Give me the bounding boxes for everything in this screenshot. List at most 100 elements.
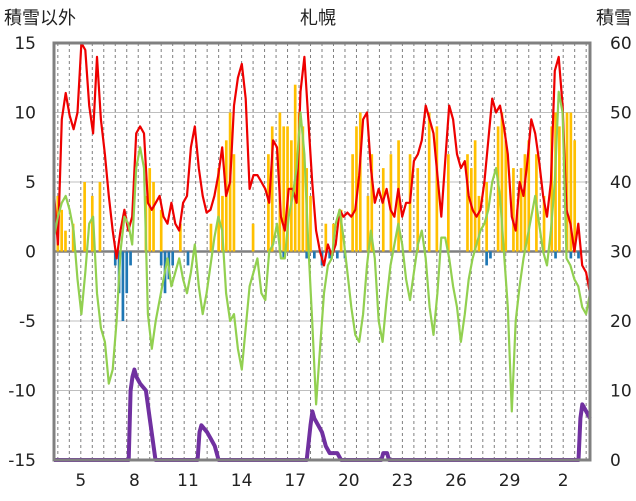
snowfall-bar — [64, 230, 67, 252]
series-line-snow_depth — [54, 367, 592, 462]
snowfall-bar — [209, 223, 213, 252]
y-left-tick-labels: 15 10 5 0 -5 -10 -15 — [8, 34, 36, 471]
series-line-temp_max — [52, 41, 592, 294]
snowfall-bar — [179, 223, 182, 252]
snowfall-bar — [366, 195, 370, 252]
snowfall-bar — [358, 112, 362, 252]
snowfall-bar — [550, 126, 554, 252]
chart-title: 札幌 — [300, 8, 336, 29]
snowfall-bar — [569, 112, 573, 252]
snowfall-bar — [558, 126, 561, 252]
snowfall-bar — [309, 195, 312, 252]
snowfall-bar — [542, 195, 546, 252]
x-tick-label: 14 — [231, 471, 253, 491]
y-left-tick-label: 5 — [25, 173, 36, 193]
series-line-temp_min — [52, 90, 592, 413]
rain-bar — [305, 251, 309, 259]
rain-bar — [129, 251, 132, 266]
y-right-axis-title: 積雪 — [596, 8, 632, 29]
y-right-tick-label: 60 — [610, 34, 632, 54]
x-tick-label: 26 — [445, 471, 467, 491]
snowfall-bar — [523, 154, 527, 252]
y-left-tick-label: 15 — [14, 34, 36, 54]
snowfall-bar — [301, 126, 305, 252]
snowfall-bar — [500, 112, 504, 252]
rain-bar — [335, 251, 339, 259]
snowfall-bar — [565, 112, 569, 252]
snowfall-bar — [324, 223, 328, 252]
y-left-tick-label: 10 — [14, 104, 36, 124]
x-tick-label: 8 — [129, 471, 140, 491]
rain-bar — [489, 251, 492, 259]
snowfall-bar — [466, 154, 469, 252]
y-right-tick-label: 0 — [610, 451, 621, 471]
snowfall-bar — [293, 84, 297, 252]
snowfall-bar — [381, 168, 385, 252]
rain-bar — [569, 251, 573, 259]
rain-bar — [282, 251, 286, 259]
snowfall-bar — [221, 195, 224, 252]
rain-bar — [577, 251, 580, 259]
y-right-tick-label: 20 — [610, 312, 632, 332]
rain-bar — [159, 251, 163, 266]
plot-border — [52, 41, 592, 462]
rain-bar — [125, 251, 129, 294]
snowfall-bar — [286, 126, 289, 252]
series-lines — [52, 41, 592, 462]
y-right-tick-label: 10 — [610, 382, 632, 402]
snowfall-bar — [447, 154, 450, 252]
x-tick-labels: 5 8 11 14 17 20 23 26 29 2 — [75, 471, 568, 491]
rain-bar — [121, 251, 125, 321]
snowfall-bar — [527, 140, 531, 252]
x-tick-label: 2 — [558, 471, 569, 491]
y-left-axis-title: 積雪以外 — [4, 8, 76, 29]
y-right-tick-label: 50 — [610, 104, 632, 124]
snowfall-bar — [217, 168, 220, 252]
snowfall-bar — [512, 168, 515, 252]
plot-frame — [52, 41, 592, 462]
snowfall-bar — [152, 182, 155, 252]
snowfall-bar — [504, 140, 508, 252]
rain-bar — [485, 251, 488, 266]
snowfall-bar — [370, 154, 374, 252]
snowfall-bar — [515, 209, 519, 252]
x-tick-label: 20 — [338, 471, 360, 491]
x-tick-label: 23 — [392, 471, 414, 491]
snowfall-bar — [435, 126, 439, 252]
rain-bar — [186, 251, 190, 266]
snowfall-bar — [98, 182, 102, 252]
snowfall-bar — [232, 154, 236, 252]
y-left-tick-label: -10 — [8, 382, 36, 402]
snowfall-bar — [60, 209, 63, 252]
snowfall-bar — [297, 112, 301, 252]
snowfall-bar — [290, 140, 293, 252]
snowfall-bar — [389, 154, 393, 252]
snowfall-bar — [339, 209, 343, 252]
snowfall-bar — [519, 168, 523, 252]
snowfall-bar — [427, 112, 431, 252]
rain-bar — [313, 251, 316, 259]
x-tick-label: 5 — [75, 471, 86, 491]
x-tick-label: 17 — [284, 471, 306, 491]
snowfall-bar — [282, 126, 286, 252]
snowfall-bar — [83, 182, 86, 252]
snowfall-bar — [351, 154, 354, 252]
rain-bar — [171, 251, 175, 266]
y-left-tick-label: 0 — [25, 243, 36, 263]
y-left-tick-label: -5 — [19, 312, 36, 332]
y-right-tick-labels: 60 50 40 30 20 10 0 — [610, 34, 632, 471]
snowfall-bar — [355, 126, 358, 252]
rain-bar — [554, 251, 557, 259]
snowfall-bar — [473, 140, 477, 252]
rain-bar — [328, 251, 331, 259]
snowfall-bar — [90, 195, 94, 252]
x-tick-label: 11 — [177, 471, 199, 491]
snowfall-bar — [251, 223, 255, 252]
y-right-tick-label: 40 — [610, 173, 632, 193]
snowfall-bar — [416, 168, 420, 252]
snowfall-bar — [159, 209, 163, 252]
y-right-tick-label: 30 — [610, 243, 632, 263]
snowfall-bar — [148, 168, 152, 252]
